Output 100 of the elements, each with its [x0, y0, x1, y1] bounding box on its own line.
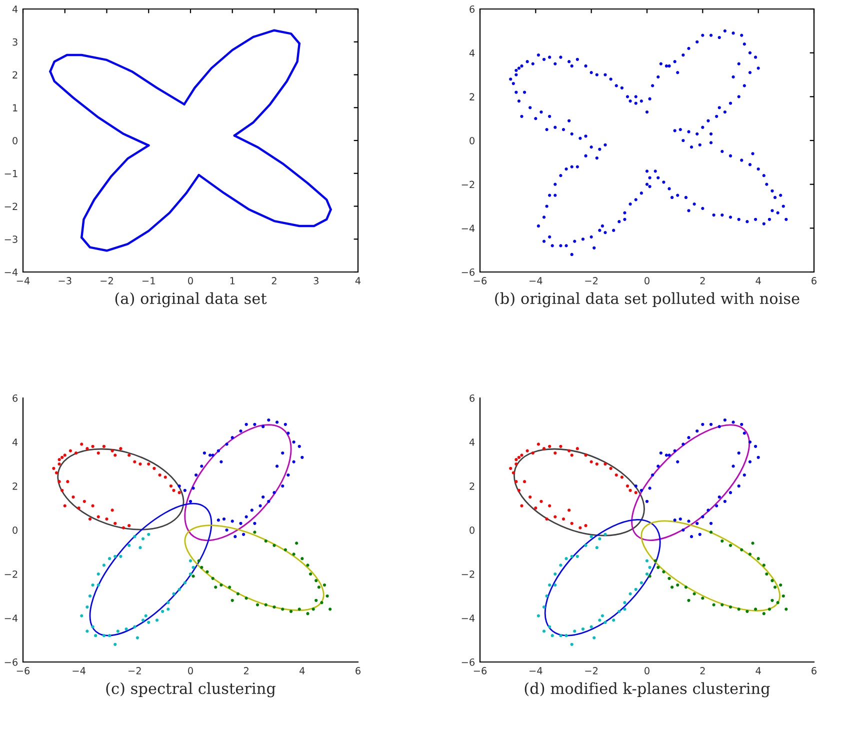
point — [242, 532, 246, 536]
y-tick-label: −3 — [4, 236, 18, 243]
point — [634, 484, 638, 488]
point — [328, 608, 332, 611]
point — [258, 504, 262, 508]
point — [178, 588, 181, 591]
point — [197, 559, 200, 562]
point — [147, 532, 150, 536]
point — [110, 508, 114, 512]
y-tick-label: 0 — [470, 136, 474, 144]
point — [779, 583, 782, 587]
point — [192, 566, 195, 569]
point — [58, 462, 61, 466]
point — [188, 559, 192, 562]
point — [272, 605, 276, 609]
x-tick-label: −2 — [585, 277, 598, 284]
point — [119, 447, 122, 450]
point — [298, 444, 301, 448]
point — [676, 460, 680, 464]
point — [723, 500, 726, 503]
point — [91, 444, 94, 448]
point — [114, 522, 117, 525]
point — [728, 544, 732, 547]
point — [80, 614, 84, 618]
point — [718, 495, 721, 499]
point — [742, 432, 746, 435]
point — [281, 608, 284, 611]
point — [673, 518, 676, 522]
x-tick-label: −2 — [128, 667, 141, 674]
point — [762, 564, 766, 567]
point — [244, 596, 248, 600]
y-tick-label: −4 — [462, 224, 475, 232]
y-tick-label: 2 — [470, 482, 474, 490]
point — [216, 449, 220, 452]
point — [264, 603, 268, 606]
point — [295, 542, 298, 545]
point — [709, 522, 713, 525]
point — [659, 451, 662, 455]
point — [662, 570, 666, 574]
point — [782, 594, 785, 598]
point — [748, 552, 752, 556]
point — [166, 608, 170, 611]
point — [512, 471, 515, 474]
text: (b) original data set polluted with noise — [495, 292, 800, 308]
point — [554, 515, 557, 518]
point — [230, 598, 234, 602]
point — [670, 586, 674, 589]
point — [623, 608, 626, 611]
point — [96, 583, 100, 587]
point — [172, 488, 176, 492]
point — [548, 504, 552, 508]
y-tick-label: −2 — [462, 570, 474, 578]
point — [60, 456, 64, 459]
point — [86, 447, 89, 450]
point — [723, 418, 726, 422]
y-tick-label: 6 — [470, 394, 475, 402]
point — [317, 586, 320, 589]
point — [88, 594, 92, 598]
point — [178, 491, 181, 494]
point — [746, 610, 749, 613]
point — [300, 557, 304, 560]
point — [712, 603, 716, 606]
point — [737, 451, 740, 455]
point — [590, 460, 593, 464]
point — [138, 546, 142, 550]
point — [604, 532, 607, 536]
point — [609, 466, 612, 470]
point — [292, 460, 296, 464]
point — [568, 449, 571, 452]
point — [239, 522, 242, 525]
point — [128, 524, 131, 528]
x-tick-label: 2 — [700, 277, 705, 284]
point — [548, 444, 552, 448]
point — [211, 454, 214, 457]
point — [86, 630, 89, 633]
point — [598, 618, 602, 622]
point — [573, 630, 576, 633]
y-tick-label: 4 — [12, 6, 18, 13]
x-tick-label: 2 — [700, 667, 705, 674]
point — [228, 586, 232, 589]
point — [718, 425, 721, 428]
x-tick-label: 0 — [644, 667, 650, 674]
point — [751, 542, 754, 545]
y-tick-label: −2 — [4, 202, 18, 210]
point — [522, 480, 526, 484]
y-tick-label: 6 — [12, 394, 18, 402]
point — [634, 588, 638, 591]
y-tick-label: 0 — [470, 526, 474, 534]
point — [52, 466, 56, 470]
point — [216, 518, 220, 522]
point — [648, 486, 652, 490]
point — [517, 488, 521, 492]
x-tick-label: 6 — [812, 667, 816, 674]
point — [122, 526, 126, 530]
point — [645, 572, 649, 576]
point — [748, 460, 752, 464]
point — [562, 517, 566, 521]
point — [626, 484, 630, 488]
point — [102, 634, 106, 638]
point — [77, 506, 80, 510]
